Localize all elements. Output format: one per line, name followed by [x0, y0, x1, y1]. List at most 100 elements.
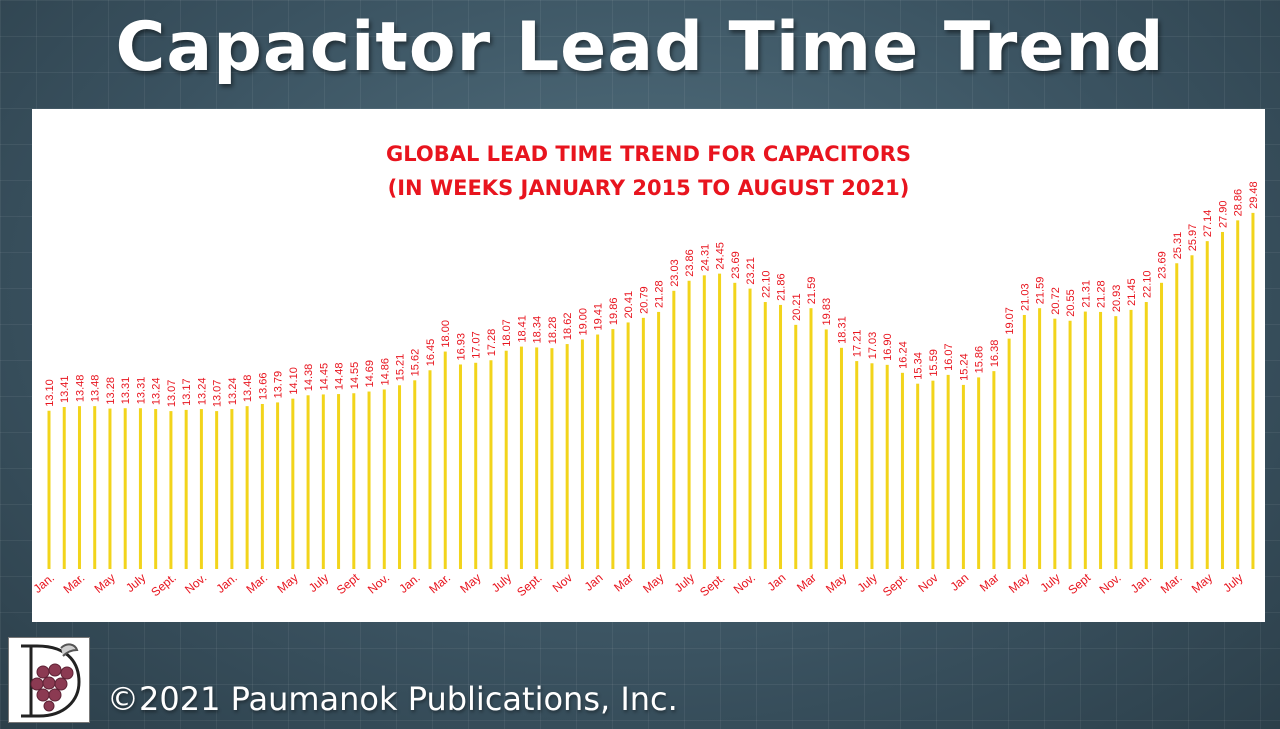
x-tick-label-52: May [823, 571, 849, 596]
data-label-8: 13.07 [166, 380, 178, 408]
data-label-18: 14.45 [318, 363, 330, 391]
bar-18 [321, 394, 325, 569]
bar-46 [748, 288, 752, 569]
bar-25 [428, 370, 432, 569]
bar-79 [1251, 212, 1255, 569]
x-tick-label-32: Sept. [514, 571, 544, 600]
data-label-64: 21.03 [1019, 283, 1031, 311]
data-label-69: 21.28 [1096, 280, 1108, 308]
x-tick-label-24: Jan. [396, 571, 422, 596]
data-label-35: 19.00 [577, 308, 589, 336]
x-tick-label-72: Jan. [1128, 571, 1154, 596]
data-label-3: 13.48 [90, 375, 102, 403]
data-label-34: 18.62 [562, 313, 574, 341]
bar-74 [1175, 263, 1179, 569]
bar-60 [961, 384, 965, 569]
bar-69 [1099, 311, 1103, 569]
data-label-48: 21.86 [776, 273, 788, 301]
x-tick-label-74: Mar. [1158, 571, 1185, 597]
data-label-21: 14.69 [364, 360, 376, 388]
slide-title: Capacitor Lead Time Trend [115, 8, 1165, 87]
bar-70 [1114, 316, 1118, 569]
bar-50 [809, 308, 813, 569]
data-label-10: 13.24 [196, 378, 208, 406]
x-tick-label-18: July [306, 571, 331, 595]
data-label-39: 20.79 [638, 286, 650, 314]
x-tick-label-76: May [1189, 571, 1215, 596]
data-label-17: 14.38 [303, 364, 315, 392]
data-label-57: 15.34 [913, 352, 925, 380]
data-label-6: 13.31 [135, 377, 147, 405]
data-label-45: 23.69 [730, 251, 742, 279]
bar-26 [443, 351, 447, 569]
data-label-26: 18.00 [440, 320, 452, 348]
x-tick-label-62: Mar [977, 571, 1002, 595]
bar-20 [352, 393, 356, 569]
data-label-41: 23.03 [669, 259, 681, 287]
data-label-42: 23.86 [684, 249, 696, 277]
bar-13 [245, 406, 249, 569]
data-label-70: 20.93 [1111, 285, 1123, 313]
bar-77 [1220, 231, 1224, 569]
data-label-27: 16.93 [455, 333, 467, 361]
bar-28 [474, 362, 478, 569]
bar-2 [77, 406, 81, 569]
x-tick-label-68: Sept [1065, 570, 1093, 597]
bar-17 [306, 395, 310, 569]
x-tick-label-12: Jan. [213, 571, 239, 596]
x-tick-label-34: Nov [550, 571, 575, 595]
data-label-49: 20.21 [791, 293, 803, 321]
x-tick-label-58: Nov [915, 571, 940, 595]
bar-58 [931, 380, 935, 569]
bar-47 [763, 302, 767, 569]
grapes-logo-icon [21, 643, 81, 718]
bar-0 [47, 410, 51, 569]
bar-56 [900, 372, 904, 569]
data-label-29: 17.28 [486, 329, 498, 357]
data-label-12: 13.24 [227, 378, 239, 406]
x-tick-label-16: May [274, 571, 300, 596]
x-tick-label-8: Sept. [148, 571, 178, 600]
bar-65 [1038, 308, 1042, 569]
bar-27 [458, 364, 462, 569]
data-label-24: 15.62 [410, 349, 422, 377]
x-tick-label-4: May [92, 571, 118, 596]
bar-34 [565, 344, 569, 569]
chart-panel: GLOBAL LEAD TIME TREND FOR CAPACITORS (I… [32, 109, 1265, 622]
data-label-66: 20.72 [1050, 287, 1062, 315]
bar-63 [1007, 338, 1011, 569]
x-tick-label-28: May [457, 571, 483, 596]
data-label-22: 14.86 [379, 358, 391, 386]
bar-45 [733, 282, 737, 569]
bar-75 [1190, 255, 1194, 569]
bar-21 [367, 391, 371, 569]
bar-42 [687, 280, 691, 569]
x-tick-label-42: July [672, 571, 697, 595]
bar-54 [870, 363, 874, 569]
data-label-9: 13.17 [181, 378, 193, 406]
data-label-74: 25.31 [1172, 232, 1184, 260]
bar-61 [977, 377, 981, 569]
data-label-28: 17.07 [471, 331, 483, 359]
data-label-58: 15.59 [928, 349, 940, 377]
bar-37 [611, 329, 615, 569]
data-label-13: 13.48 [242, 375, 254, 403]
data-label-59: 16.07 [943, 343, 955, 371]
bar-32 [535, 347, 539, 569]
bar-67 [1068, 320, 1072, 569]
data-label-43: 24.31 [699, 244, 711, 272]
chart-subtitle: (IN WEEKS JANUARY 2015 TO AUGUST 2021) [387, 176, 910, 200]
bar-35 [580, 339, 584, 569]
x-tick-label-64: May [1006, 571, 1032, 596]
bar-33 [550, 348, 554, 569]
data-label-33: 18.28 [547, 317, 559, 345]
bar-52 [839, 347, 843, 569]
bar-1 [62, 407, 66, 569]
x-tick-label-78: July [1220, 571, 1245, 595]
bar-76 [1205, 241, 1209, 569]
data-label-47: 22.10 [760, 270, 772, 298]
x-tick-label-50: Mar [794, 571, 819, 595]
data-label-55: 16.90 [882, 333, 894, 361]
bar-chart: 13.10 13.41 13.48 13.48 13.28 13.31 13.31 13.24… [32, 181, 1260, 600]
x-tick-label-6: July [123, 571, 148, 595]
